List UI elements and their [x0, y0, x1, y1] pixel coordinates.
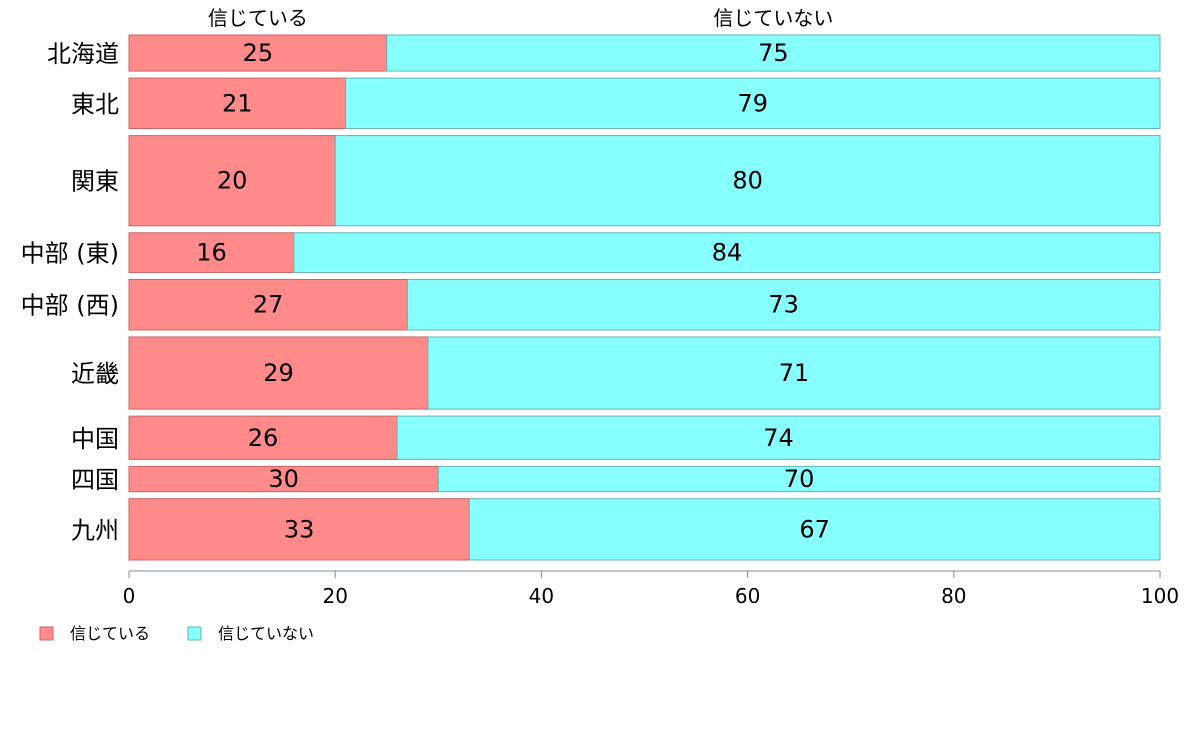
bar-value-label: 79	[737, 89, 768, 117]
category-label: 関東	[71, 168, 119, 196]
category-label: 四国	[71, 466, 119, 494]
x-tick-label: 80	[941, 584, 966, 608]
x-tick-label: 20	[322, 584, 347, 608]
bar-segment-not-believe	[334, 135, 1161, 227]
category-label: 九州	[71, 516, 119, 544]
bar-value-label: 30	[268, 465, 299, 493]
x-tick-label: 40	[529, 584, 554, 608]
category-label: 中部 (東)	[21, 240, 119, 268]
bar-value-label: 75	[758, 39, 789, 67]
bar-segment-not-believe	[468, 498, 1161, 561]
bar-segment-not-believe	[427, 336, 1161, 410]
bar-value-label: 16	[196, 239, 227, 267]
legend-label: 信じている	[70, 624, 150, 643]
bar-segment-not-believe	[437, 465, 1161, 493]
bar-segment-not-believe	[406, 278, 1161, 331]
bar-value-label: 71	[779, 359, 810, 387]
bar-segment-believe	[128, 415, 398, 460]
legend-swatch-believe	[39, 626, 54, 641]
bar-value-label: 26	[248, 424, 279, 452]
bar-segment-believe	[128, 278, 408, 331]
bar-segment-not-believe	[345, 77, 1161, 130]
bar-value-label: 29	[263, 359, 294, 387]
bar-value-label: 67	[799, 515, 830, 543]
bar-value-label: 80	[732, 167, 763, 195]
bar-value-label: 33	[284, 515, 315, 543]
bar-segment-believe	[128, 232, 295, 273]
bar-value-label: 20	[217, 167, 248, 195]
bar-value-label: 25	[243, 39, 274, 67]
bar-segment-believe	[128, 498, 470, 561]
x-tick-label: 0	[123, 584, 136, 608]
category-label: 中国	[71, 425, 119, 453]
series-header-label: 信じていない	[713, 6, 833, 30]
category-label: 近畿	[71, 360, 119, 388]
bar-value-label: 21	[222, 89, 253, 117]
bar-value-label: 84	[712, 239, 743, 267]
category-label: 中部 (西)	[21, 292, 119, 320]
bar-value-label: 74	[763, 424, 794, 452]
series-header-label: 信じている	[208, 6, 308, 30]
legend-label: 信じていない	[218, 624, 314, 643]
bar-segment-believe	[128, 34, 388, 72]
bar-segment-believe	[128, 77, 347, 130]
bar-segment-believe	[128, 135, 336, 227]
x-tick-label: 60	[735, 584, 760, 608]
legend-swatch-not-believe	[187, 626, 202, 641]
bar-value-label: 70	[784, 465, 815, 493]
bar-value-label: 27	[253, 291, 284, 319]
category-label: 北海道	[47, 40, 119, 68]
bar-value-label: 73	[768, 291, 799, 319]
bar-segment-not-believe	[396, 415, 1161, 460]
bar-segment-not-believe	[386, 34, 1161, 72]
x-tick-label: 100	[1141, 584, 1179, 608]
category-label: 東北	[71, 90, 119, 118]
bar-segment-not-believe	[293, 232, 1161, 273]
